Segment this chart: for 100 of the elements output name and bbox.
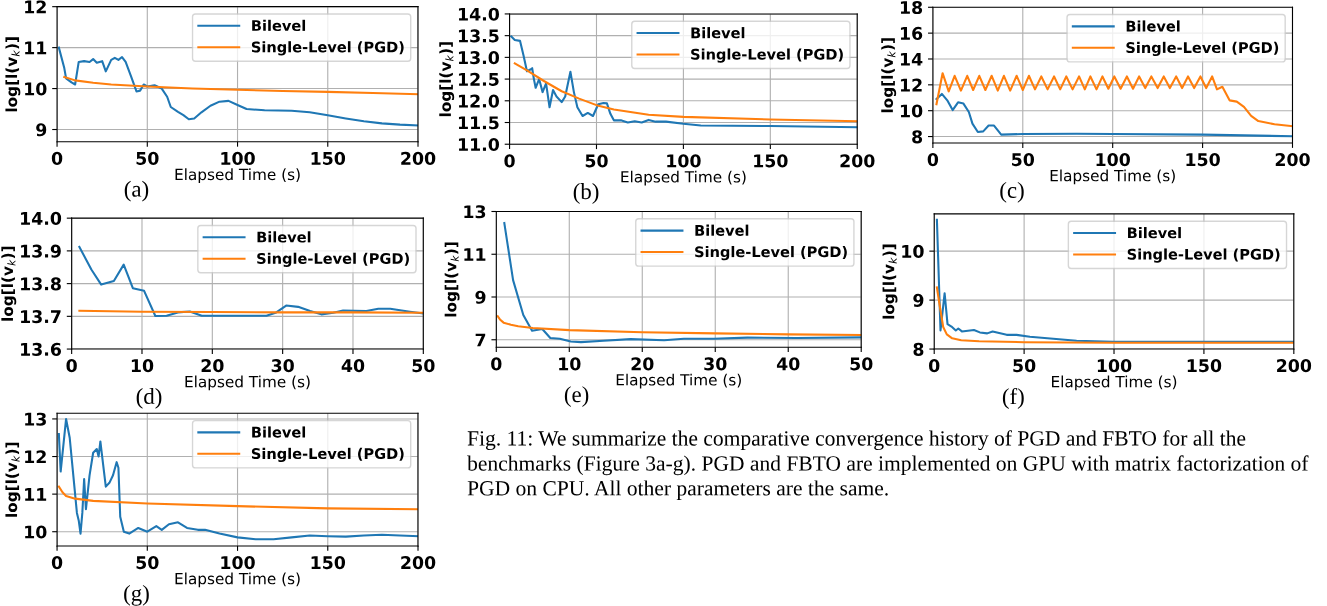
x-tick-label: 40 bbox=[776, 357, 800, 371]
x-axis-title: Elapsed Time (s) bbox=[1052, 375, 1177, 391]
text: (f) bbox=[1002, 387, 1024, 409]
line-series bbox=[496, 315, 862, 337]
y-tick-label: 13.9 bbox=[21, 244, 61, 258]
x-tick-label: 0 bbox=[51, 151, 63, 165]
x-tick-label: 100 bbox=[1097, 359, 1132, 373]
legend-label: Bilevel bbox=[257, 231, 311, 243]
x-tick-label: 200 bbox=[840, 154, 875, 168]
y-axis-title: log[l(v$_{k}$)] bbox=[444, 242, 460, 317]
x-tick-label: 200 bbox=[401, 151, 436, 165]
legend-label: Single-Level (PGD) bbox=[1127, 248, 1280, 263]
text: (b) bbox=[573, 183, 599, 204]
text: (c) bbox=[1000, 181, 1024, 203]
x-tick-label: 100 bbox=[1096, 153, 1130, 167]
line-series bbox=[63, 76, 419, 96]
y-tick-label: 13.8 bbox=[21, 277, 61, 291]
y-tick-label: 9 bbox=[36, 123, 47, 137]
x-axis-title: Elapsed Time (s) bbox=[175, 168, 300, 184]
x-tick-label: 0 bbox=[51, 556, 63, 570]
y-tick-label: 8 bbox=[913, 342, 924, 356]
x-tick-label: 0 bbox=[504, 154, 515, 168]
x-tick-label: 200 bbox=[1275, 153, 1310, 167]
x-tick-label: 50 bbox=[1012, 153, 1035, 167]
x-tick-label: 20 bbox=[631, 357, 654, 371]
y-tick-label: 7 bbox=[475, 333, 486, 347]
y-tick-label: 13.7 bbox=[21, 310, 61, 324]
x-tick-label: 150 bbox=[1187, 359, 1222, 373]
x-tick-label: 100 bbox=[221, 151, 255, 165]
x-tick-label: 100 bbox=[221, 556, 255, 570]
line-series bbox=[57, 417, 419, 541]
text: (a) bbox=[124, 180, 149, 202]
text: (g) bbox=[124, 584, 149, 606]
y-tick-label: 12 bbox=[900, 78, 922, 92]
legend-label: Single-Level (PGD) bbox=[257, 252, 409, 267]
x-tick-label: 20 bbox=[201, 359, 224, 373]
y-tick-label: 14 bbox=[900, 52, 923, 66]
y-tick-label: 14.0 bbox=[458, 7, 500, 21]
x-tick-label: 150 bbox=[1186, 153, 1220, 167]
line-series bbox=[57, 485, 419, 511]
x-tick-label: 10 bbox=[559, 357, 581, 371]
legend-label: Bilevel bbox=[252, 426, 306, 438]
y-tick-label: 11.0 bbox=[458, 137, 500, 152]
legend-label: Bilevel bbox=[1128, 227, 1181, 239]
x-tick-label: 50 bbox=[585, 154, 608, 168]
legend-label: Single-Level (PGD) bbox=[691, 48, 843, 63]
y-tick-label: 12 bbox=[25, 0, 46, 14]
x-tick-label: 0 bbox=[66, 359, 77, 373]
y-tick-label: 12 bbox=[25, 450, 46, 464]
y-tick-label: 14.0 bbox=[21, 211, 62, 225]
legend-label: Bilevel bbox=[1126, 20, 1180, 32]
y-tick-label: 13.5 bbox=[458, 29, 499, 43]
x-axis-title: Elapsed Time (s) bbox=[621, 170, 746, 186]
line-series bbox=[513, 62, 858, 123]
line-series bbox=[935, 72, 1293, 128]
x-tick-label: 150 bbox=[311, 151, 346, 165]
x-tick-label: 200 bbox=[1277, 359, 1312, 373]
x-tick-label: 150 bbox=[754, 154, 788, 168]
y-tick-label: 10 bbox=[902, 244, 924, 258]
y-tick-label: 10 bbox=[25, 525, 47, 539]
text: (d) bbox=[136, 387, 162, 409]
x-tick-label: 50 bbox=[1013, 359, 1036, 373]
y-tick-label: 18 bbox=[900, 0, 923, 15]
y-tick-label: 11 bbox=[25, 488, 47, 501]
y-axis-title: log[l(v$_{k}$)] bbox=[5, 37, 21, 112]
y-axis-title: log[l(v$_{k}$)] bbox=[881, 38, 897, 113]
x-tick-label: 0 bbox=[929, 359, 940, 373]
legend-label: Single-Level (PGD) bbox=[1126, 41, 1279, 57]
x-tick-label: 10 bbox=[131, 359, 154, 373]
x-axis-title: Elapsed Time (s) bbox=[185, 375, 310, 391]
x-tick-label: 50 bbox=[412, 359, 435, 373]
x-tick-label: 100 bbox=[667, 154, 701, 168]
x-axis-title: Elapsed Time (s) bbox=[616, 373, 741, 389]
y-tick-label: 9 bbox=[913, 293, 924, 307]
x-tick-label: 40 bbox=[341, 359, 365, 373]
y-axis-title: log[l(v$_{k}$)] bbox=[1, 246, 17, 321]
y-tick-label: 12.5 bbox=[458, 72, 499, 86]
y-tick-label: 16 bbox=[900, 26, 923, 40]
y-tick-label: 11 bbox=[25, 41, 47, 55]
legend-label: Single-Level (PGD) bbox=[695, 246, 847, 261]
x-tick-label: 50 bbox=[136, 151, 159, 165]
y-tick-label: 11 bbox=[464, 248, 486, 261]
caption: Fig. 11: We summarize the comparative convergence history of PGD and FBTO for all the benchmarks (Figure 3a-g). PGD and FBTO are implemented on GPU with matrix factorization of PGD on CPU. All other parameters are the same. bbox=[467, 430, 1309, 500]
y-tick-label: 10 bbox=[25, 82, 47, 96]
line-series bbox=[935, 286, 1294, 344]
y-tick-label: 13.0 bbox=[458, 51, 500, 65]
legend-label: Single-Level (PGD) bbox=[251, 447, 404, 463]
x-tick-label: 30 bbox=[271, 359, 294, 373]
y-tick-label: 8 bbox=[912, 130, 923, 144]
y-tick-label: 12.0 bbox=[458, 94, 500, 108]
legend-label: Bilevel bbox=[695, 224, 749, 236]
x-tick-label: 150 bbox=[311, 556, 346, 570]
y-tick-label: 11.5 bbox=[458, 116, 499, 130]
y-axis-title: log[l(v$_{k}$)] bbox=[882, 244, 898, 319]
x-axis-title: Elapsed Time (s) bbox=[1050, 169, 1175, 185]
x-tick-label: 0 bbox=[927, 153, 939, 167]
y-tick-label: 13.6 bbox=[21, 342, 61, 356]
legend-label: Single-Level (PGD) bbox=[251, 41, 404, 56]
text: (e) bbox=[564, 386, 589, 407]
legend-label: Bilevel bbox=[691, 27, 745, 39]
